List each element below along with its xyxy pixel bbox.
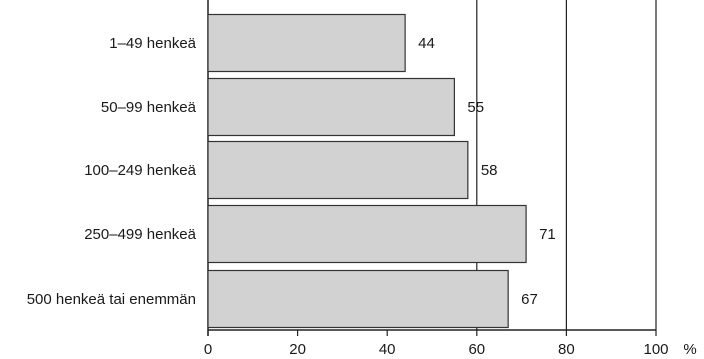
category-label-5: 500 henkeä tai enemmän (27, 291, 196, 308)
value-label-2: 55 (467, 99, 484, 116)
bar-3 (207, 140, 469, 200)
value-label-5: 67 (521, 291, 538, 308)
bar-5 (207, 269, 509, 329)
bar-4 (207, 204, 527, 264)
x-tick-label-80: 80 (558, 341, 575, 358)
value-label-4: 71 (539, 226, 556, 243)
bar-2 (207, 77, 455, 137)
bar-1 (207, 13, 406, 73)
x-tick-label-20: 20 (289, 341, 306, 358)
value-label-1: 44 (418, 35, 435, 52)
value-label-3: 58 (481, 162, 498, 179)
data-labels: 44 55 58 71 67 (418, 35, 556, 308)
category-label-4: 250–499 henkeä (84, 226, 196, 243)
x-axis: 0 20 40 60 80 100 (204, 329, 669, 358)
x-tick-label-0: 0 (204, 341, 212, 358)
x-tick-label-100: 100 (643, 341, 668, 358)
category-labels: 1–49 henkeä 50–99 henkeä 100–249 henkeä 250… (27, 35, 197, 308)
x-tick-label-40: 40 (379, 341, 396, 358)
x-tick-label-60: 60 (468, 341, 485, 358)
category-label-1: 1–49 henkeä (109, 35, 196, 52)
category-label-2: 50–99 henkeä (101, 99, 197, 116)
x-axis-unit-label: % (683, 341, 696, 358)
bars (207, 13, 527, 329)
category-label-3: 100–249 henkeä (84, 162, 196, 179)
